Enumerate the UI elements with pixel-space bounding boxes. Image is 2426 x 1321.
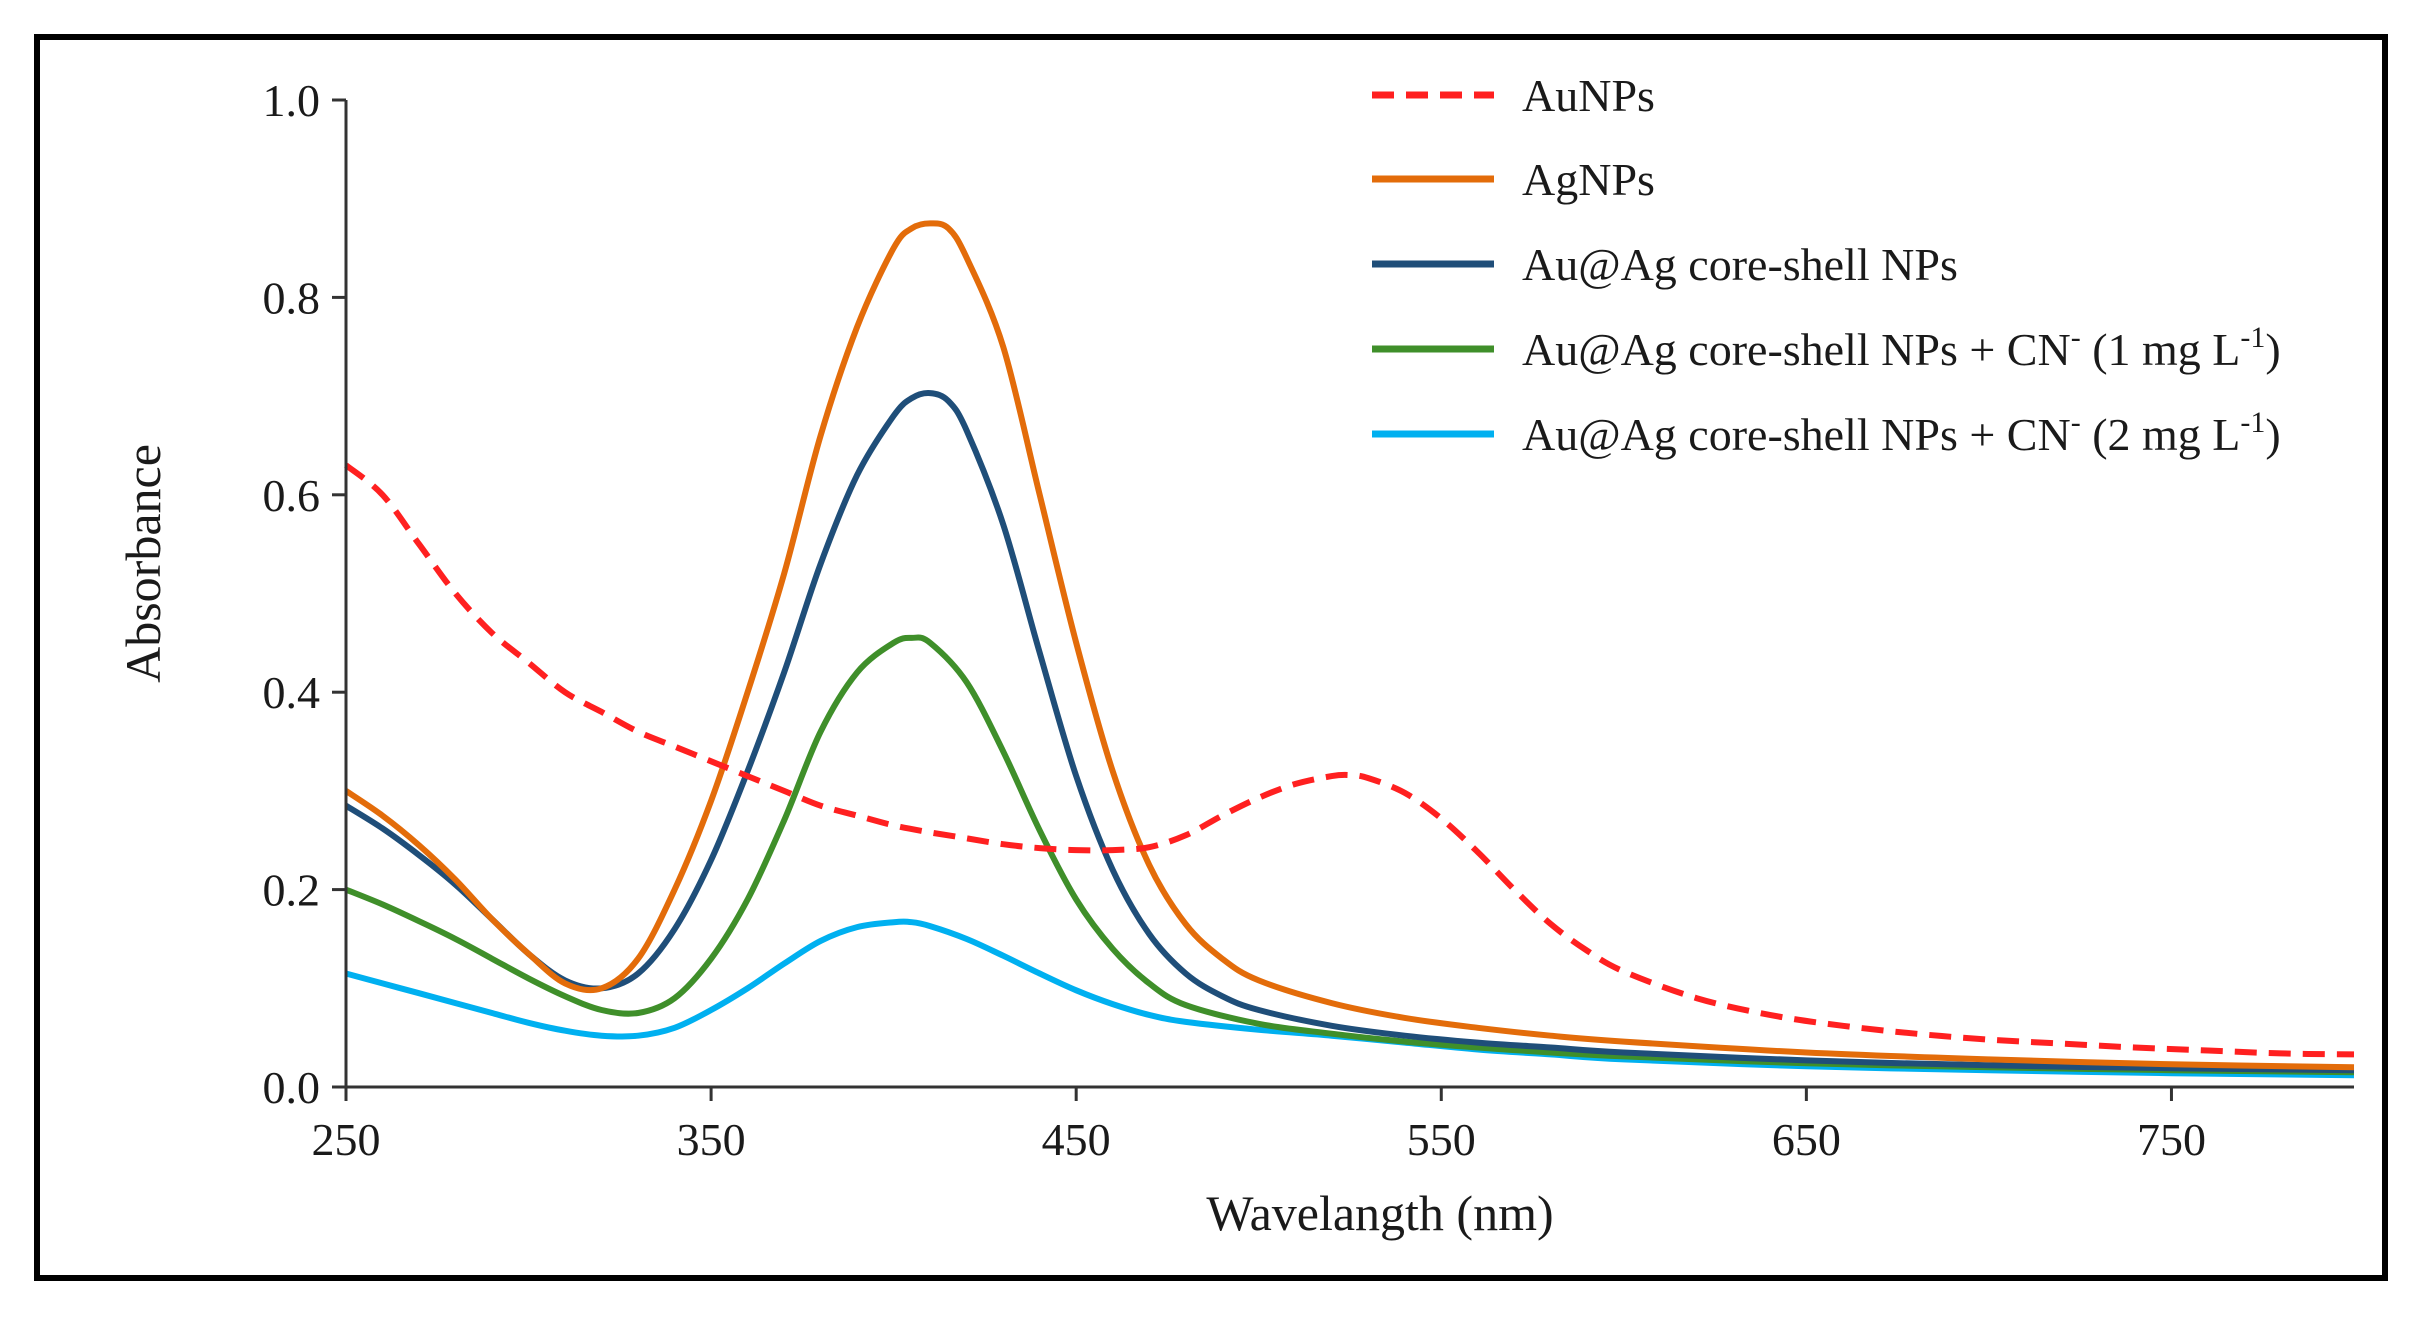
y-tick-label: 0.0 [263, 1062, 321, 1113]
legend-label-2: Au@Ag core-shell NPs [1522, 239, 1958, 290]
y-tick-label: 1.0 [263, 75, 321, 126]
y-tick-label: 0.6 [263, 470, 321, 521]
legend-label-0: AuNPs [1522, 70, 1655, 121]
legend-label-4: Au@Ag core-shell NPs + CN- (2 mg L-1) [1522, 406, 2281, 460]
x-axis-title: Wavelangth (nm) [1206, 1185, 1553, 1241]
tick-labels: 0.0 0.2 0.4 0.6 0.8 1.0 250 350 450 550 650 750 [263, 75, 2206, 1165]
line-chart: 0.0 0.2 0.4 0.6 0.8 1.0 250 350 450 550 650 750 Wav… [115, 70, 2355, 1241]
series-group [344, 220, 2355, 1079]
y-tick-label: 0.8 [263, 272, 321, 323]
legend: AuNPs AgNPs Au@Ag core-shell NPs Au@Ag core… [1372, 70, 2281, 460]
series-line-1 [344, 220, 2355, 1071]
y-axis-title: Absorbance [115, 444, 171, 683]
figure-frame: 0.0 0.2 0.4 0.6 0.8 1.0 250 350 450 550 650 750 Wav… [34, 34, 2388, 1281]
y-tick-label: 0.2 [263, 865, 321, 916]
series-line-2 [344, 390, 2355, 1074]
series-line-4 [345, 918, 2355, 1079]
y-tick-label: 0.4 [263, 667, 321, 718]
x-tick-label: 350 [677, 1114, 746, 1165]
x-tick-label: 450 [1042, 1114, 1111, 1165]
axes [332, 98, 2354, 1101]
x-tick-label: 650 [1772, 1114, 1841, 1165]
series-line-3 [344, 634, 2355, 1076]
x-tick-label: 750 [2137, 1114, 2206, 1165]
legend-label-1: AgNPs [1522, 154, 1655, 205]
series-line-0 [344, 462, 2355, 1058]
x-tick-label: 250 [312, 1114, 381, 1165]
legend-label-3: Au@Ag core-shell NPs + CN- (1 mg L-1) [1522, 321, 2281, 375]
x-tick-label: 550 [1407, 1114, 1476, 1165]
